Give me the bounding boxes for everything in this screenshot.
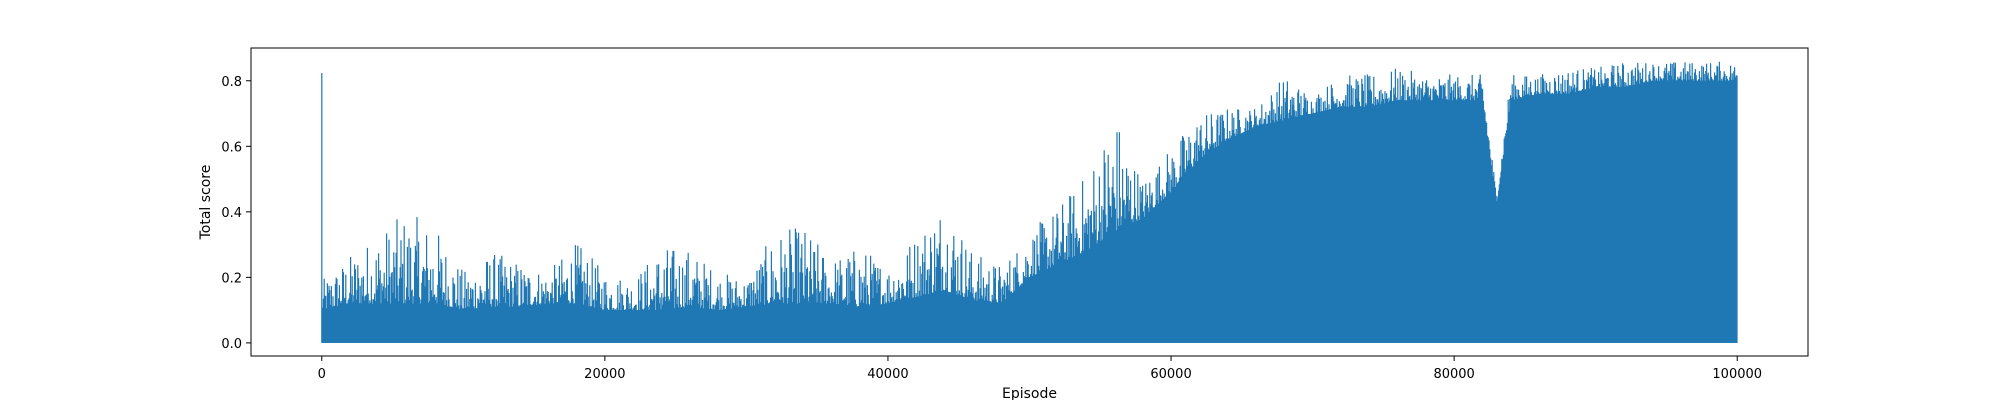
x-axis-label: Episode (1002, 386, 1057, 400)
y-tick-label: 0.6 (221, 140, 242, 155)
plot-area (321, 61, 1738, 343)
x-tick-label: 100000 (1712, 367, 1762, 382)
score-spikes (321, 61, 1738, 343)
y-tick-label: 0.4 (221, 206, 242, 221)
x-axis: 0 20000 40000 60000 80000 100000 (318, 356, 1762, 382)
y-tick-label: 0.8 (221, 75, 242, 90)
y-axis-label: Total score (198, 165, 214, 241)
x-tick-label: 0 (318, 367, 326, 382)
y-axis: 0.0 0.2 0.4 0.6 0.8 (221, 75, 251, 352)
plot-frame (250, 47, 1809, 357)
x-tick-label: 20000 (584, 367, 625, 382)
y-tick-label: 0.0 (221, 337, 242, 352)
x-tick-label: 80000 (1433, 367, 1474, 382)
x-tick-label: 60000 (1150, 367, 1191, 382)
y-tick-label: 0.2 (221, 271, 242, 286)
x-tick-label: 40000 (867, 367, 908, 382)
